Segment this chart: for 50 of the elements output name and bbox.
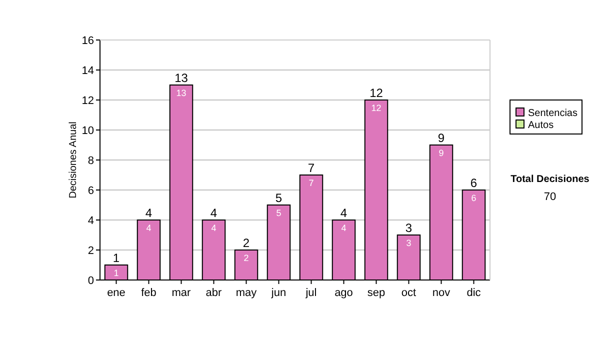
x-tick-label: abr bbox=[206, 287, 222, 299]
x-tick-label: oct bbox=[401, 287, 416, 299]
data-label: 9 bbox=[438, 148, 444, 158]
x-tick-label: ago bbox=[334, 287, 353, 299]
y-tick-label: 14 bbox=[82, 65, 94, 77]
data-label: 7 bbox=[308, 178, 314, 188]
total-label: 4 bbox=[145, 206, 152, 220]
y-tick-label: 2 bbox=[88, 245, 94, 257]
total-label: 1 bbox=[112, 251, 120, 265]
x-tick-label: sep bbox=[367, 287, 386, 299]
total-label: 5 bbox=[275, 191, 282, 205]
x-tick-label: dic bbox=[466, 287, 482, 299]
x-tick-label: feb bbox=[141, 287, 156, 299]
data-label: 4 bbox=[211, 223, 216, 233]
total-label: 13 bbox=[174, 71, 188, 85]
data-label: 2 bbox=[244, 253, 249, 263]
data-label: 13 bbox=[176, 88, 186, 98]
x-tick-label: mar bbox=[172, 287, 192, 299]
y-tick-label: 4 bbox=[88, 215, 94, 227]
total-label: 7 bbox=[308, 161, 315, 175]
y-tick-label: 12 bbox=[82, 95, 94, 107]
x-tick-label: nov bbox=[432, 287, 451, 299]
x-tick-label: may bbox=[236, 287, 258, 299]
total-label: 4 bbox=[210, 206, 218, 220]
legend-label: Sentencias bbox=[528, 108, 578, 119]
data-label: 6 bbox=[471, 193, 476, 203]
total-label: 2 bbox=[242, 236, 250, 250]
y-tick-label: 0 bbox=[88, 275, 94, 287]
total-label: 4 bbox=[340, 206, 348, 220]
y-tick-label: 10 bbox=[82, 125, 94, 137]
total-label: 12 bbox=[370, 86, 384, 100]
total-label: 9 bbox=[438, 131, 445, 145]
text: Total Decisiones bbox=[510, 174, 590, 185]
y-tick-label: 6 bbox=[88, 185, 94, 197]
total-label: 6 bbox=[470, 176, 478, 190]
data-label: 12 bbox=[371, 103, 382, 113]
total-label: 3 bbox=[405, 221, 412, 235]
legend-label: Autos bbox=[528, 120, 554, 131]
data-label: 5 bbox=[276, 208, 282, 218]
text: 70 bbox=[544, 191, 556, 203]
data-label: 3 bbox=[406, 238, 412, 248]
data-label: 4 bbox=[341, 223, 346, 233]
y-tick-label: 8 bbox=[88, 155, 94, 167]
data-label: 1 bbox=[114, 268, 119, 278]
x-tick-label: jul bbox=[304, 287, 317, 299]
y-tick-label: 16 bbox=[82, 35, 94, 47]
x-tick-label: ene bbox=[107, 287, 126, 299]
y-axis-title: Decisiones Anual bbox=[68, 122, 79, 198]
data-label: 4 bbox=[146, 223, 152, 233]
x-tick-label: jun bbox=[270, 287, 286, 299]
